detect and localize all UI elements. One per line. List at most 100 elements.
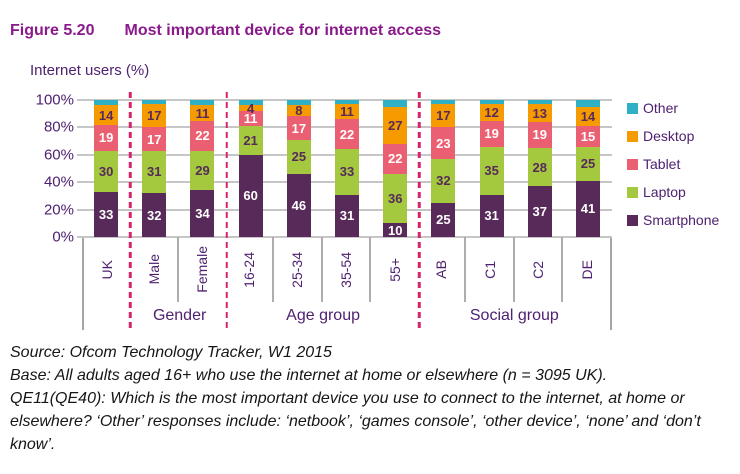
- plot-column-ab: 17 23 32 25: [419, 100, 467, 237]
- bar-segment-tablet-c2: 19: [527, 121, 552, 148]
- bar-value-label-laptop-de: 25: [580, 156, 596, 172]
- bar-segment-tablet-male: 17: [142, 127, 167, 151]
- bar-columns: 14 19 30 33 17 17 31 32 11 22 29 34 4 11 21 60 8 17 25 46 11…: [82, 100, 612, 237]
- bar-segment-laptop-55: 36: [383, 173, 408, 224]
- bar-value-label-laptop-25-34: 25: [291, 149, 307, 165]
- base-note: Base: All adults aged 16+ who use the in…: [10, 367, 608, 384]
- legend-item-laptop: Laptop: [627, 184, 719, 200]
- bar-segment-smartphone-16-24: 60: [238, 154, 263, 237]
- bar-segment-desktop-female: 11: [190, 105, 215, 121]
- bar-segment-other-25-34: [286, 100, 311, 106]
- group-label-row: Gender Age group Social group: [82, 302, 612, 330]
- bar-segment-laptop-de: 25: [575, 146, 600, 181]
- stacked-bar-chart: 100% 80% 60% 40% 20% 0% 14 19 30 33 17 17 31 32 11 22 2…: [36, 92, 612, 330]
- bar-value-label-desktop-c2: 13: [532, 105, 548, 121]
- plot-column-c1: 12 19 35 31: [468, 100, 516, 237]
- category-cell-uk: UK: [84, 237, 131, 302]
- plot-column-female: 11 22 29 34: [178, 100, 226, 237]
- bar-value-label-tablet-55: 22: [387, 151, 403, 167]
- category-cell-male: Male: [131, 237, 180, 302]
- bar-segment-smartphone-55: 10: [383, 222, 408, 238]
- bar-value-label-smartphone-16-24: 60: [243, 188, 258, 204]
- stacked-bar-c1: 12 19 35 31: [479, 100, 504, 237]
- bar-segment-laptop-c2: 28: [527, 147, 552, 187]
- bar-value-label-tablet-ab: 23: [436, 135, 451, 151]
- bar-value-label-tablet-de: 15: [580, 128, 596, 144]
- y-axis-title: Internet users (%): [30, 62, 150, 79]
- plot-column-c2: 13 19 28 37: [516, 100, 564, 237]
- y-tick-label-80: 80%: [43, 118, 74, 136]
- bar-segment-smartphone-male: 32: [142, 193, 167, 237]
- category-label-row: UK Male Female 16-24 25-34 35-54 55+ AB C1 C2 DE: [82, 237, 612, 302]
- bar-segment-tablet-de: 15: [575, 126, 600, 147]
- category-label-25-34: 25-34: [289, 251, 306, 288]
- category-cell-55: 55+: [371, 237, 418, 302]
- bar-segment-tablet-35-54: 22: [335, 119, 360, 150]
- plot-column-de: 14 15 25 41: [564, 100, 612, 237]
- bar-segment-smartphone-c2: 37: [527, 186, 552, 237]
- legend-item-tablet: Tablet: [627, 156, 719, 172]
- bar-value-label-desktop-female: 11: [195, 105, 210, 121]
- category-label-de: DE: [578, 259, 595, 280]
- stacked-bar-female: 11 22 29 34: [190, 100, 215, 237]
- bar-segment-other-35-54: [335, 100, 360, 105]
- legend-label-smartphone: Smartphone: [643, 212, 720, 228]
- category-cell-ab: AB: [418, 237, 467, 302]
- bar-segment-tablet-c1: 19: [479, 120, 504, 147]
- bar-value-label-smartphone-female: 34: [195, 206, 210, 222]
- bar-value-label-smartphone-55: 10: [387, 222, 403, 238]
- bar-value-label-desktop-ab: 17: [436, 108, 451, 124]
- bar-segment-desktop-ab: 17: [431, 104, 456, 128]
- plot-column-55: 27 22 36 10: [371, 100, 419, 237]
- bar-value-label-tablet-25-34: 17: [291, 120, 307, 136]
- group-label-social-group: Social group: [469, 307, 559, 324]
- bar-segment-smartphone-25-34: 46: [286, 173, 311, 237]
- plot-column-uk: 14 19 30 33: [82, 100, 130, 237]
- bar-value-label-desktop-male: 17: [147, 108, 162, 124]
- plot-column-25-34: 8 17 25 46: [275, 100, 323, 237]
- bar-segment-tablet-55: 22: [383, 143, 408, 174]
- bar-segment-smartphone-uk: 33: [94, 191, 119, 237]
- legend-item-other: Other: [627, 100, 719, 116]
- bar-segment-other-de: [575, 100, 600, 107]
- bar-value-label-laptop-55: 36: [387, 191, 403, 207]
- figure-title: Figure 5.20 Most important device for int…: [10, 22, 441, 40]
- legend-label-other: Other: [643, 100, 679, 116]
- plot-column-35-54: 11 22 33 31: [323, 100, 371, 237]
- bar-value-label-laptop-ab: 32: [436, 173, 451, 189]
- category-cell-25-34: 25-34: [274, 237, 323, 302]
- category-cell-c1: C1: [466, 237, 515, 302]
- legend-item-desktop: Desktop: [627, 128, 719, 144]
- bar-segment-laptop-c1: 35: [479, 146, 504, 195]
- category-label-ab: AB: [433, 260, 450, 279]
- question-note: QE11(QE40): Which is the most important …: [10, 390, 701, 453]
- group-cell-uk: [84, 302, 132, 330]
- stacked-bar-uk: 14 19 30 33: [94, 100, 119, 237]
- category-cell-35-54: 35-54: [323, 237, 372, 302]
- gridline-0: [77, 236, 612, 238]
- bar-segment-other-55: [383, 100, 408, 107]
- footnotes: Source: Ofcom Technology Tracker, W1 201…: [10, 341, 724, 456]
- bar-value-label-tablet-c1: 19: [484, 126, 499, 142]
- legend-item-smartphone: Smartphone: [627, 212, 720, 228]
- bar-value-label-laptop-16-24: 21: [243, 132, 258, 148]
- category-cell-16-24: 16-24: [226, 237, 275, 302]
- legend-label-laptop: Laptop: [643, 184, 686, 200]
- bar-segment-desktop-16-24: 4: [238, 102, 263, 115]
- source-note: Source: Ofcom Technology Tracker, W1 201…: [10, 344, 332, 361]
- stacked-bar-25-34: 8 17 25 46: [286, 100, 311, 237]
- bar-segment-desktop-35-54: 11: [335, 104, 360, 120]
- bar-segment-other-c1: [479, 100, 504, 105]
- stacked-bar-de: 14 15 25 41: [575, 100, 600, 237]
- bar-segment-other-16-24: [238, 100, 263, 106]
- bar-value-label-smartphone-de: 41: [580, 201, 596, 217]
- y-tick-label-60: 60%: [43, 146, 74, 164]
- y-tick-label-20: 20%: [43, 201, 74, 219]
- bar-segment-tablet-uk: 19: [94, 124, 119, 151]
- category-label-uk: UK: [99, 259, 116, 280]
- y-tick-label-100: 100%: [35, 91, 74, 109]
- stacked-bar-c2: 13 19 28 37: [527, 100, 552, 237]
- desktop-swatch-icon: [627, 130, 638, 142]
- bar-segment-desktop-uk: 14: [94, 105, 119, 125]
- y-axis-tick-labels: 100% 80% 60% 40% 20% 0%: [24, 92, 74, 246]
